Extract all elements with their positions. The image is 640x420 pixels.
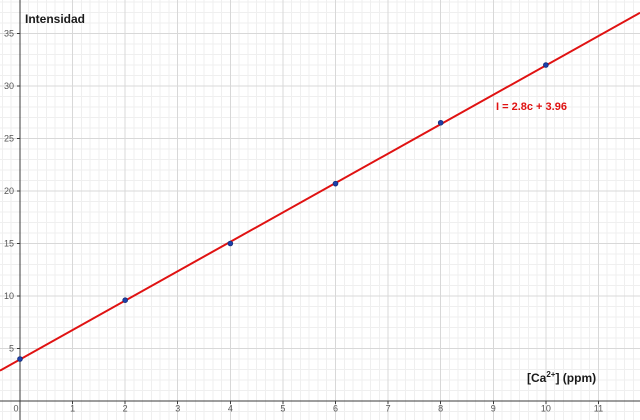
- data-point[interactable]: [332, 180, 339, 187]
- y-tick-label: 30: [4, 81, 14, 91]
- x-axis-label-sup: 2+: [546, 370, 556, 379]
- y-tick-label: 20: [4, 186, 14, 196]
- x-tick-label: 4: [228, 403, 233, 413]
- data-point[interactable]: [17, 356, 23, 362]
- y-tick-label: 25: [4, 133, 14, 143]
- x-axis-label-post: ] (ppm): [555, 371, 597, 385]
- data-point[interactable]: [227, 240, 234, 247]
- x-tick-label: 3: [175, 403, 180, 413]
- x-tick-label: 7: [386, 403, 391, 413]
- x-tick-label: 6: [333, 403, 338, 413]
- y-tick-label: 15: [4, 238, 14, 248]
- regression-line[interactable]: [0, 11, 640, 372]
- y-tick-label: 35: [4, 28, 14, 38]
- data-points: [17, 62, 549, 362]
- x-tick-label: 5: [280, 403, 285, 413]
- x-tick-label: 10: [541, 403, 551, 413]
- y-tick-label: 10: [4, 291, 14, 301]
- data-point[interactable]: [122, 297, 128, 303]
- x-axis-label: [Ca2+] (ppm): [527, 370, 596, 385]
- axis-tick-labels: 0 1 2 3 4 5 6 7 8 9 10 11 5 10 15 20 25 30 35: [4, 28, 603, 413]
- x-tick-label: 9: [491, 403, 496, 413]
- data-point[interactable]: [437, 119, 444, 126]
- x-tick-label: 2: [123, 403, 128, 413]
- x-tick-label: 0: [13, 403, 18, 413]
- x-tick-label: 11: [594, 403, 603, 413]
- x-tick-label: 1: [70, 403, 75, 413]
- data-point[interactable]: [543, 62, 549, 68]
- fit-equation-label[interactable]: I = 2.8c + 3.96: [496, 101, 567, 113]
- y-axis-label: Intensidad: [25, 12, 86, 26]
- x-tick-label: 8: [438, 403, 443, 413]
- y-tick-label: 5: [9, 343, 14, 353]
- x-axis-label-pre: [Ca: [527, 371, 547, 385]
